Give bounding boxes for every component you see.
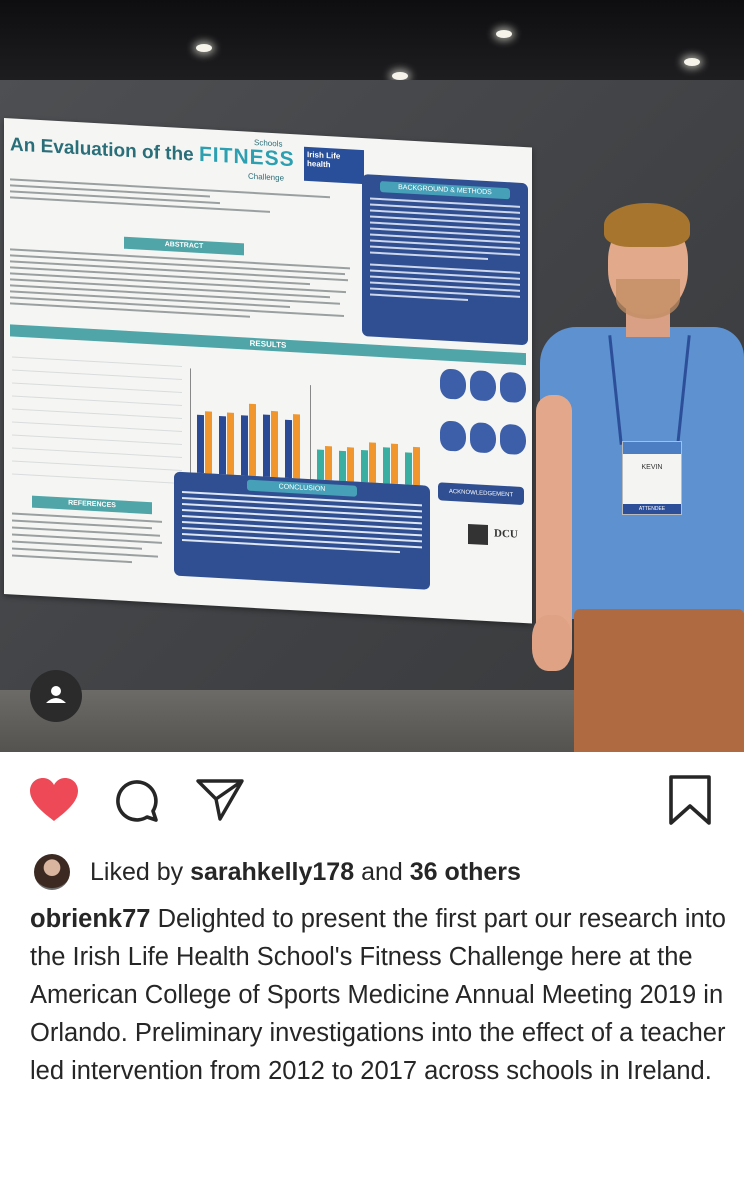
poster-map xyxy=(470,370,496,402)
person-icon xyxy=(46,686,66,703)
poster-map xyxy=(440,420,466,452)
poster-bar-chart-1 xyxy=(190,368,301,480)
poster-map xyxy=(500,371,526,404)
likes-others-link[interactable]: 36 others xyxy=(409,857,521,886)
bookmark-icon xyxy=(669,775,711,825)
ceiling-light xyxy=(684,58,700,66)
liker-username[interactable]: sarahkelly178 xyxy=(190,857,355,886)
research-poster: An Evaluation of the FITNESS Schools Cha… xyxy=(4,118,532,624)
poster-background-header: BACKGROUND & METHODS xyxy=(380,181,510,200)
comment-button[interactable] xyxy=(108,772,164,828)
poster-map xyxy=(500,423,526,456)
poster-conclusion-header: CONCLUSION xyxy=(247,479,357,497)
post-photo[interactable]: An Evaluation of the FITNESS Schools Cha… xyxy=(0,0,744,752)
save-button[interactable] xyxy=(662,772,718,828)
poster-references: REFERENCES xyxy=(12,494,168,593)
poster-acknowledgement: ACKNOWLEDGEMENT xyxy=(438,482,524,506)
tagged-people-button[interactable] xyxy=(30,670,82,722)
poster-title-challenge: Challenge xyxy=(248,171,285,183)
poster-map xyxy=(440,368,466,400)
poster-abstract-text xyxy=(10,248,354,327)
post-action-bar xyxy=(0,752,744,848)
poster-title: An Evaluation of the FITNESS xyxy=(10,132,295,172)
likes-prefix: Liked by xyxy=(90,857,184,886)
poster-title-prefix: An Evaluation of the xyxy=(10,134,194,166)
poster-bar-chart-2 xyxy=(310,385,423,487)
share-button[interactable] xyxy=(192,772,248,828)
likes-joiner: and xyxy=(361,857,403,886)
poster-references-header: REFERENCES xyxy=(32,495,152,515)
badge-role: ATTENDEE xyxy=(638,506,666,512)
name-badge: KEVIN ATTENDEE xyxy=(622,441,682,515)
poster-title-schools: Schools xyxy=(254,137,283,149)
irish-life-logo: Irish Life health xyxy=(304,146,364,185)
poster-conclusion: CONCLUSION xyxy=(174,471,430,590)
poster-authors xyxy=(10,178,350,243)
comment-icon xyxy=(116,780,158,822)
hair xyxy=(604,203,690,247)
liker-avatar[interactable] xyxy=(34,854,70,890)
arm xyxy=(536,395,572,655)
ceiling-light xyxy=(196,44,212,52)
ceiling-light xyxy=(496,30,512,38)
trousers xyxy=(574,609,744,752)
poster-results-table xyxy=(12,346,182,488)
caption-text: Delighted to present the first part our … xyxy=(30,905,726,1085)
beard xyxy=(616,279,680,319)
caption-username[interactable]: obrienk77 xyxy=(30,905,151,933)
poster-background-methods: BACKGROUND & METHODS xyxy=(362,174,528,346)
poster-abstract-header: ABSTRACT xyxy=(124,236,244,256)
poster-qr-code xyxy=(468,523,488,546)
dcu-logo: DCU xyxy=(494,527,518,541)
poster-acknowledgement-header: ACKNOWLEDGEMENT xyxy=(448,488,514,499)
ceiling-light xyxy=(392,72,408,80)
post-caption: obrienk77 Delighted to present the first… xyxy=(30,900,730,1090)
likes-summary[interactable]: Liked by sarahkelly178 and 36 others xyxy=(34,852,521,892)
presenter: KEVIN ATTENDEE xyxy=(530,195,744,752)
hand xyxy=(532,615,572,671)
badge-name: KEVIN xyxy=(641,464,663,471)
poster-map xyxy=(470,422,496,454)
heart-icon xyxy=(30,778,78,821)
like-button[interactable] xyxy=(26,772,82,828)
share-icon xyxy=(196,779,244,821)
